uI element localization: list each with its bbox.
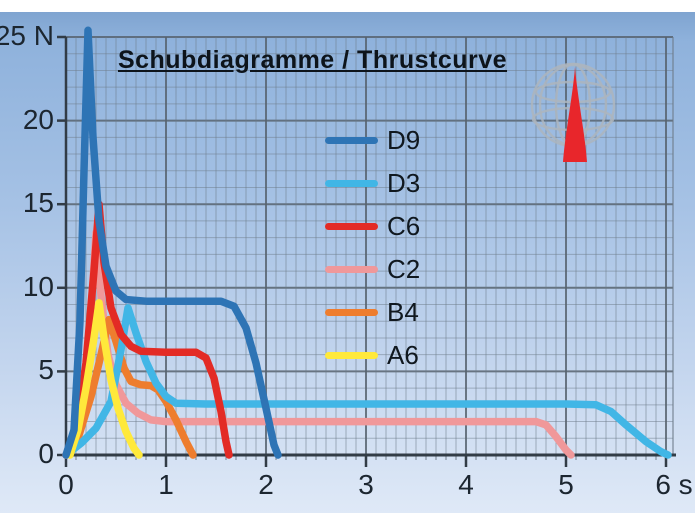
x-axis-label-1: 1 [158,469,174,500]
series-line-A6 [66,299,143,459]
legend-item-B4: B4 [325,291,420,334]
y-axis-label-0: 0 [38,438,54,469]
thrust-chart [57,26,676,467]
slide: Schubdiagramme / Thrustcurve 0 5 10 15 20 25 … [0,12,695,513]
legend-line-D9 [325,137,378,144]
legend-item-C2: C2 [325,248,420,291]
y-axis-label-20: 20 [22,103,54,135]
legend-label-A6: A6 [387,340,419,370]
y-axis-label-25: 25 N [0,20,54,51]
x-axis-label-6: 6 s [655,469,693,500]
y-axis-label-10: 10 [22,270,54,302]
rocket-icon [563,67,587,162]
chart-title: Schubdiagramme / Thrustcurve [117,46,508,74]
x-axis-label-0: 0 [58,469,74,500]
globe-rocket-logo [530,62,616,162]
x-axis-label-4: 4 [458,469,474,500]
legend-item-C6: C6 [325,205,420,248]
x-axis-label-5: 5 [558,469,574,500]
legend-label-D3: D3 [387,168,421,198]
legend-line-D3 [325,180,378,187]
legend-line-B4 [325,309,378,316]
legend-item-D3: D3 [325,162,420,205]
series-line-C6 [62,200,233,459]
legend-line-C6 [325,223,378,230]
legend-item-A6: A6 [325,334,420,377]
y-axis-label-15: 15 [22,187,54,219]
legend-item-D9: D9 [325,119,420,162]
chart-title-wrap: Schubdiagramme / Thrustcurve [0,46,695,75]
legend-line-C2 [325,266,378,273]
legend-label-B4: B4 [387,297,419,327]
x-axis-label-2: 2 [258,469,274,500]
legend-label-D9: D9 [387,125,421,155]
legend-label-C2: C2 [387,254,421,284]
legend: D9 D3 C6 C2 B4 A6 [325,119,420,377]
series-line-D9 [62,26,282,459]
x-axis-label-3: 3 [358,469,374,500]
series-line-B4 [62,315,197,459]
legend-label-C6: C6 [387,211,421,241]
legend-line-A6 [325,352,378,359]
y-axis-label-5: 5 [38,354,54,386]
